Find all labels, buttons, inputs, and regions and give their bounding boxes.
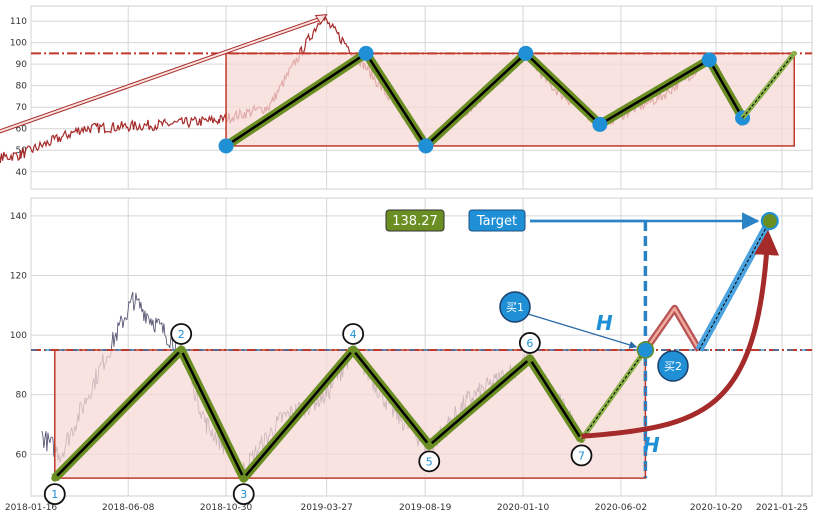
target-label-text: Target [476, 214, 517, 229]
bottom-x-tick-label: 2020-06-02 [595, 503, 647, 513]
pivot-marker [518, 45, 534, 61]
bottom-x-tick-label: 2018-01-16 [5, 503, 58, 513]
height-label-upper: H [596, 311, 613, 335]
pivot-marker [418, 138, 434, 154]
top-y-tick-label: 60 [16, 125, 28, 135]
buy1-arrow [527, 313, 638, 349]
pivot-dot [425, 441, 433, 449]
pivot-dot [526, 355, 534, 363]
buy2-marker: 买2 [657, 350, 689, 382]
pivot-dot [240, 474, 248, 482]
top-projection-end [791, 50, 797, 56]
bottom-x-tick-label: 2019-08-19 [399, 503, 452, 513]
pivot-dot [177, 346, 185, 354]
pivot-label-circle [43, 483, 66, 506]
pivot-marker [592, 116, 608, 132]
pivot-label-text: 5 [426, 455, 433, 468]
pullback-inner [644, 307, 701, 351]
pivot-label-text: 2 [178, 328, 185, 341]
target-label-box: Target [468, 209, 526, 232]
top-y-tick-label: 50 [16, 146, 28, 156]
range-box [54, 349, 647, 479]
bottom-y-tick-label: 140 [10, 212, 27, 222]
top-y-ticks: 40 50 60 70 80 90 100 110 [10, 17, 27, 178]
projection-dash [581, 349, 646, 440]
pivot-marker [701, 52, 717, 68]
bottom-range-box [31, 348, 812, 479]
buy1-marker: 买1 [499, 291, 531, 323]
pivot-marker [358, 45, 374, 61]
top-y-tick-label: 40 [16, 168, 28, 178]
top-zigzag [218, 45, 797, 154]
pivot-label-text: 4 [350, 328, 357, 341]
bottom-x-tick-label: 2019-03-27 [300, 503, 352, 513]
trend-arrow-fill [0, 17, 321, 133]
pivot-label-text: 3 [240, 488, 247, 501]
bottom-point-labels: 1 2 3 4 5 6 7 [43, 323, 593, 506]
buy1-text: 买1 [506, 301, 524, 314]
target-value-box: 138.27 [385, 209, 445, 232]
bottom-y-tick-label: 120 [10, 271, 27, 281]
bottom-x-tick-label: 2018-10-30 [200, 503, 253, 513]
top-panel: 40 50 60 70 80 90 100 110 [0, 5, 813, 190]
bottom-x-tick-label: 2020-10-20 [690, 503, 743, 513]
top-y-tick-label: 110 [10, 17, 27, 27]
top-y-tick-label: 70 [16, 103, 28, 113]
pivot-label-circle [418, 450, 441, 473]
pivot-dot [349, 346, 357, 354]
bottom-x-ticks: 2018-01-16 2018-06-08 2018-10-30 2019-03-27… [5, 503, 808, 513]
bottom-x-tick-label: 2018-06-08 [102, 503, 155, 513]
top-projection-dash [742, 53, 795, 119]
bottom-x-tick-label: 2020-01-10 [497, 503, 550, 513]
pivot-label-text: 1 [51, 488, 58, 501]
pivot-label-circle [232, 483, 255, 506]
pivot-marker [218, 138, 234, 154]
bottom-x-tick-label: 2021-01-25 [756, 503, 808, 513]
top-trend-arrow [0, 14, 328, 134]
buy2-text: 买2 [664, 360, 682, 373]
bottom-y-tick-label: 100 [10, 331, 27, 341]
pivot-label-circle [342, 323, 365, 345]
top-y-tick-label: 90 [16, 60, 28, 70]
height-label-lower: H [643, 433, 660, 457]
top-y-tick-label: 80 [16, 82, 28, 92]
trend-arrow-head [314, 14, 328, 25]
pivot-label-text: 7 [578, 449, 585, 462]
pivot-label-circle [518, 332, 541, 354]
top-y-tick-label: 100 [10, 39, 27, 49]
bottom-y-tick-label: 60 [16, 450, 28, 460]
bottom-y-ticks: 60 80 100 120 140 [10, 212, 27, 460]
bottom-y-tick-label: 80 [16, 391, 28, 401]
breakout-marker [636, 341, 655, 359]
bottom-projection [527, 212, 780, 479]
target-value-text: 138.27 [392, 214, 438, 229]
pivot-dot [51, 474, 59, 482]
target-marker [760, 212, 779, 231]
bottom-panel: 60 80 100 120 140 2018-01-16 2018-06-08 2018-1… [5, 197, 813, 513]
pivot-label-text: 6 [526, 337, 533, 350]
pivot-label-circle [170, 323, 193, 345]
projection-curve-arrow [581, 230, 780, 439]
pivot-label-circle [570, 444, 593, 467]
